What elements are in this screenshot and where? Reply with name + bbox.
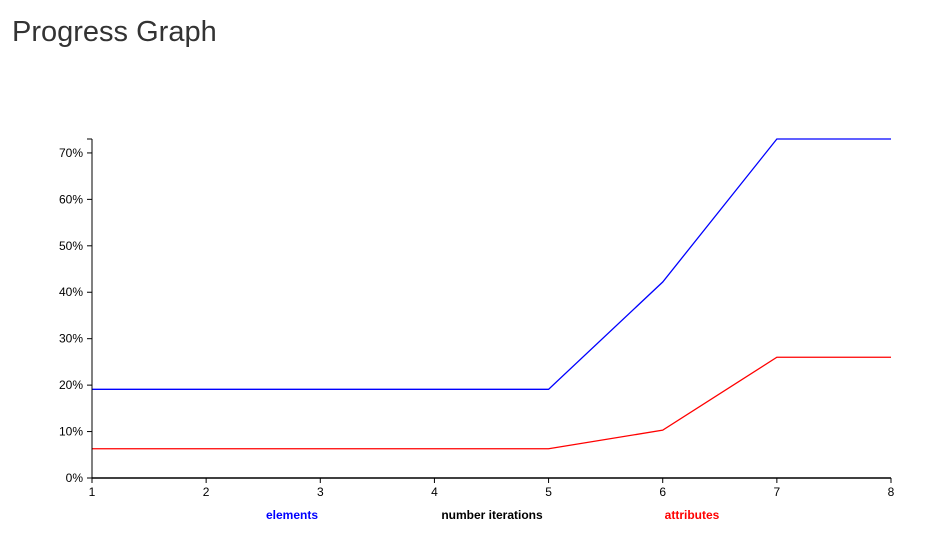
- x-tick-label: 3: [317, 485, 324, 499]
- y-tick-label: 40%: [59, 285, 83, 299]
- x-tick-label: 6: [659, 485, 666, 499]
- y-tick-label: 50%: [59, 239, 83, 253]
- x-tick-label: 4: [431, 485, 438, 499]
- y-tick-label: 0%: [66, 471, 84, 485]
- x-tick-label: 5: [545, 485, 552, 499]
- y-tick-label: 60%: [59, 192, 83, 206]
- legend-entry-attributes: attributes: [665, 508, 720, 522]
- x-axis-ticks: 1 2 3 4 5 6 7 8: [89, 478, 895, 499]
- legend-entry-elements: elements: [266, 508, 318, 522]
- y-tick-label: 10%: [59, 425, 83, 439]
- series-line-elements: [92, 138, 891, 390]
- x-tick-label: 2: [203, 485, 210, 499]
- x-tick-label: 1: [89, 485, 96, 499]
- legend: elements number iterations attributes: [266, 508, 720, 522]
- x-tick-label: 7: [774, 485, 781, 499]
- series-line-attributes: [92, 356, 891, 450]
- page-title: Progress Graph: [12, 16, 217, 48]
- y-tick-label: 30%: [59, 332, 83, 346]
- series-lines: [92, 138, 891, 450]
- y-tick-label: 70%: [59, 146, 83, 160]
- y-tick-label: 20%: [59, 378, 83, 392]
- x-tick-label: 8: [888, 485, 895, 499]
- x-axis-label: number iterations: [441, 508, 543, 522]
- y-axis-ticks: 0% 10% 20% 30% 40% 50% 60% 70%: [59, 138, 92, 485]
